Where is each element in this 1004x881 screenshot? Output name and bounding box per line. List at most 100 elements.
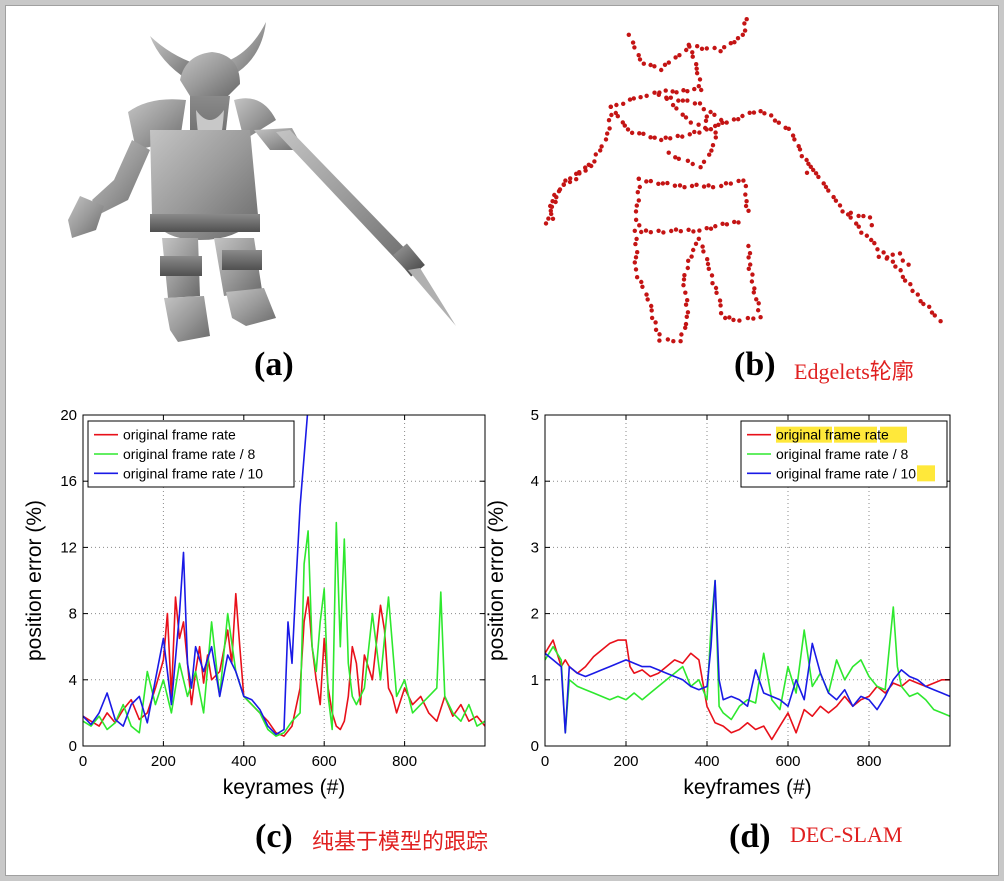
edgelet-dot <box>826 188 831 193</box>
edgelet-dot <box>910 288 915 294</box>
edgelet-dot <box>743 192 748 197</box>
edgelet-dot <box>684 47 689 53</box>
axes-box <box>82 414 486 747</box>
edgelet-dot <box>929 310 935 315</box>
y-tick-label: 12 <box>60 539 77 556</box>
edgelet-dot <box>786 126 791 131</box>
edgelet-dot <box>563 178 568 183</box>
edgelet-dot <box>697 101 703 106</box>
edgelet-dot <box>740 32 745 37</box>
edgelet-dot <box>694 182 699 187</box>
edgelet-dot <box>681 88 686 93</box>
edgelet-dot <box>797 147 803 152</box>
edgelet-dot <box>683 115 689 120</box>
edgelet-dot <box>632 228 637 233</box>
y-tick-label: 8 <box>69 606 77 623</box>
edgelet-dot <box>685 310 691 315</box>
edgelet-dot <box>708 127 714 132</box>
edgelet-dot <box>816 174 821 180</box>
edgelet-dot <box>900 258 905 263</box>
y-axis-label: position error (%) <box>485 500 508 661</box>
y-tick-label: 4 <box>69 672 77 689</box>
panel-c-caption: 纯基于模型的跟踪 <box>312 829 489 854</box>
edgelet-dot <box>639 229 644 235</box>
edgelet-dot <box>637 57 643 62</box>
edgelet-dot <box>550 216 556 221</box>
edgelet-dot <box>676 98 681 103</box>
edgelet-dot <box>629 130 635 136</box>
edgelet-dot <box>755 308 761 313</box>
edgelet-dot <box>549 204 555 209</box>
edgelet-dot <box>900 274 906 280</box>
edgelet-dot <box>583 168 588 173</box>
edgelet-dot <box>705 257 710 262</box>
edgelet-dot <box>718 311 724 316</box>
edgelet-dot <box>723 181 729 186</box>
edgelet-dot <box>898 268 903 273</box>
edgelet-dot <box>731 317 736 323</box>
edgelet-dot <box>632 45 637 50</box>
edgelet-dot <box>635 250 640 255</box>
edgelet-dot <box>840 209 845 214</box>
edgelet-dot <box>662 62 668 67</box>
x-axis-label: keyrames (#) <box>223 776 346 799</box>
edgelet-dot <box>668 95 674 100</box>
edgelet-dot <box>670 102 676 108</box>
edgelet-dot <box>747 110 752 116</box>
edgelet-dot <box>748 262 753 267</box>
edgelet-dot <box>751 290 756 295</box>
edgelet-dot <box>663 88 668 93</box>
legend-highlight <box>834 426 877 443</box>
edgelet-dot <box>673 155 678 160</box>
edgelet-dot <box>694 61 699 67</box>
edgelet-dot <box>728 181 733 186</box>
edgelet-dot <box>690 54 695 59</box>
edgelet-dot <box>656 228 661 233</box>
legend-highlight <box>917 465 935 482</box>
edgelet-dot <box>727 315 732 320</box>
edgelet-dot <box>574 177 579 182</box>
edgelet-dot <box>613 110 618 116</box>
edgelet-dot <box>689 254 694 259</box>
edgelet-dot <box>712 112 717 118</box>
edgelet-dot <box>660 181 666 186</box>
edgelet-dot <box>708 109 713 115</box>
edgelet-dot <box>637 131 642 136</box>
edgelet-dot <box>680 134 685 139</box>
edgelet-dot <box>641 131 646 136</box>
edgelet-dot <box>636 176 641 181</box>
edgelet-dot <box>630 40 636 45</box>
edgelet-dot <box>696 84 701 89</box>
edgelet-dot <box>546 216 551 221</box>
edgelet-dot <box>666 150 671 155</box>
edgelet-dot <box>701 184 707 189</box>
edgelet-dot <box>645 297 650 302</box>
edgelet-dot <box>686 227 691 232</box>
edgelet-dot <box>713 130 718 135</box>
edgelet-dot <box>752 286 757 291</box>
edgelet-dot <box>872 240 877 246</box>
series-line-2 <box>545 579 950 734</box>
edgelet-dot <box>813 171 819 176</box>
edgelet-dot <box>657 338 662 343</box>
edgelet-dot <box>902 278 908 283</box>
edgelet-dot <box>609 112 614 118</box>
edgelet-dot <box>648 62 653 68</box>
edgelet-dot <box>741 178 746 183</box>
edgelet-dot <box>694 70 700 76</box>
edgelet-dot <box>633 241 638 247</box>
panel-d-caption: DEC-SLAM <box>790 822 903 847</box>
edgelet-dot <box>756 301 761 306</box>
edgelet-dot <box>625 127 631 132</box>
edgelet-dot <box>751 316 756 321</box>
edgelet-dot <box>735 36 741 41</box>
edgelet-dot <box>677 53 682 58</box>
edgelet-dot <box>867 215 873 220</box>
edgelet-dot <box>666 60 671 65</box>
edgelet-dot <box>890 259 896 264</box>
edgelet-dot <box>710 143 716 148</box>
edgelet-dot <box>685 158 691 163</box>
edgelet-dot <box>723 315 728 321</box>
edgelet-dot <box>869 237 874 243</box>
legend-label: original frame rate / 8 <box>776 446 908 462</box>
